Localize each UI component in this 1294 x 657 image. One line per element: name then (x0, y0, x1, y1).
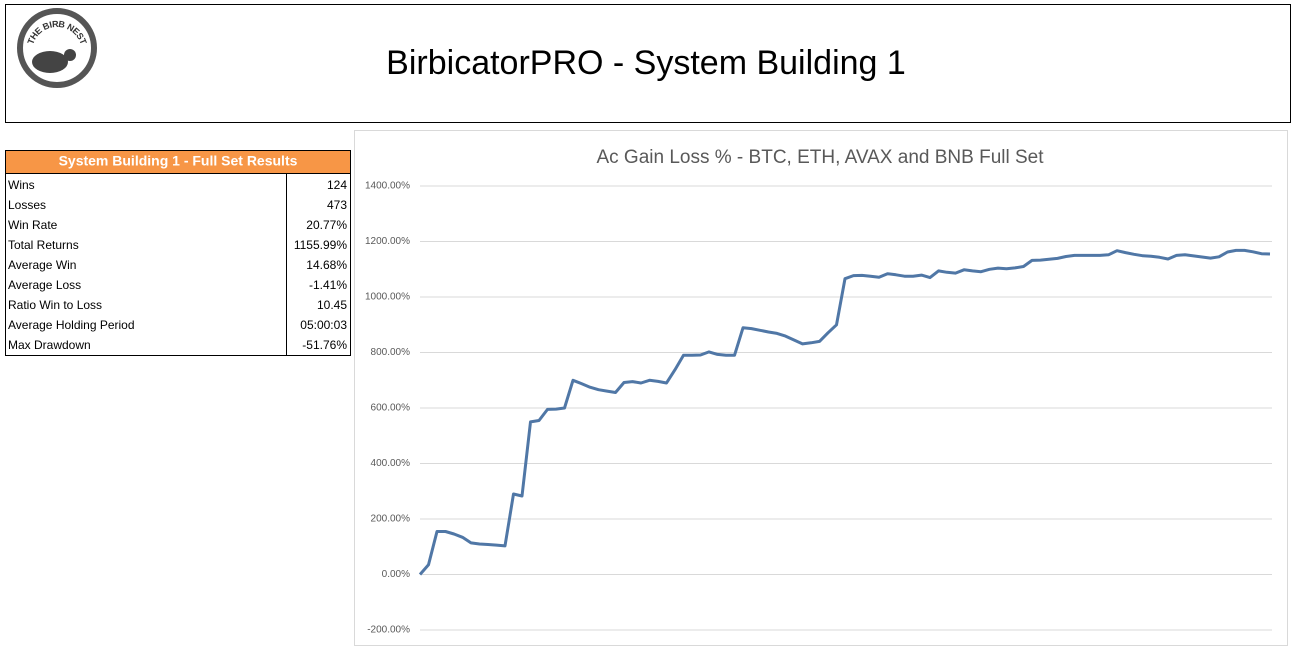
table-label: Average Win (8, 258, 76, 272)
table-label-cell (5, 315, 287, 336)
table-value: 10.45 (317, 298, 347, 312)
table-label: Average Loss (8, 278, 81, 292)
table-value: 124 (327, 178, 347, 192)
y-tick-label: 0.00% (382, 569, 410, 580)
table-label-cell (5, 275, 287, 296)
chart-box (354, 130, 1288, 646)
y-tick-label: 1400.00% (365, 181, 410, 192)
table-label: Wins (8, 178, 35, 192)
y-tick-label: 600.00% (371, 403, 411, 414)
table-value: -51.76% (302, 338, 347, 352)
table-value: 05:00:03 (300, 318, 347, 332)
y-tick-label: 1200.00% (365, 236, 410, 247)
table-label: Ratio Win to Loss (8, 298, 102, 312)
table-border (5, 173, 351, 356)
table-label-cell (5, 335, 287, 356)
y-tick-label: -200.00% (367, 625, 410, 636)
table-label-cell (5, 235, 287, 256)
table-label-cell (5, 175, 287, 196)
logo: THE BIRB NEST (17, 8, 97, 88)
table-label: Total Returns (8, 238, 79, 252)
table-title: System Building 1 - Full Set Results (59, 153, 298, 169)
y-tick-label: 400.00% (371, 458, 411, 469)
table-value: 1155.99% (294, 238, 347, 252)
logo-bird-head (64, 49, 76, 61)
y-tick-label: 200.00% (371, 514, 411, 525)
header-box (5, 4, 1291, 123)
table-value: 20.77% (306, 218, 347, 232)
table-value: 14.68% (306, 258, 347, 272)
table-label-cell (5, 215, 287, 236)
table-label: Max Drawdown (8, 338, 91, 352)
table-label-cell (5, 255, 287, 276)
y-tick-label: 1000.00% (365, 292, 410, 303)
chart-title: Ac Gain Loss % - BTC, ETH, AVAX and BNB … (596, 147, 1044, 168)
table-label: Losses (8, 198, 46, 212)
table-value: 473 (327, 198, 347, 212)
data-line (418, 248, 1271, 576)
table-label: Win Rate (8, 218, 58, 232)
table-value: -1.41% (309, 278, 347, 292)
logo-bird (32, 51, 68, 73)
table-label: Average Holding Period (8, 318, 135, 332)
page-title: BirbicatorPRO - System Building 1 (386, 44, 906, 82)
table-label-cell (5, 295, 287, 316)
results-table: System Building 1 - Full Set Results Win… (5, 150, 351, 356)
y-tick-label: 800.00% (371, 347, 411, 358)
table-label-cell (5, 195, 287, 216)
